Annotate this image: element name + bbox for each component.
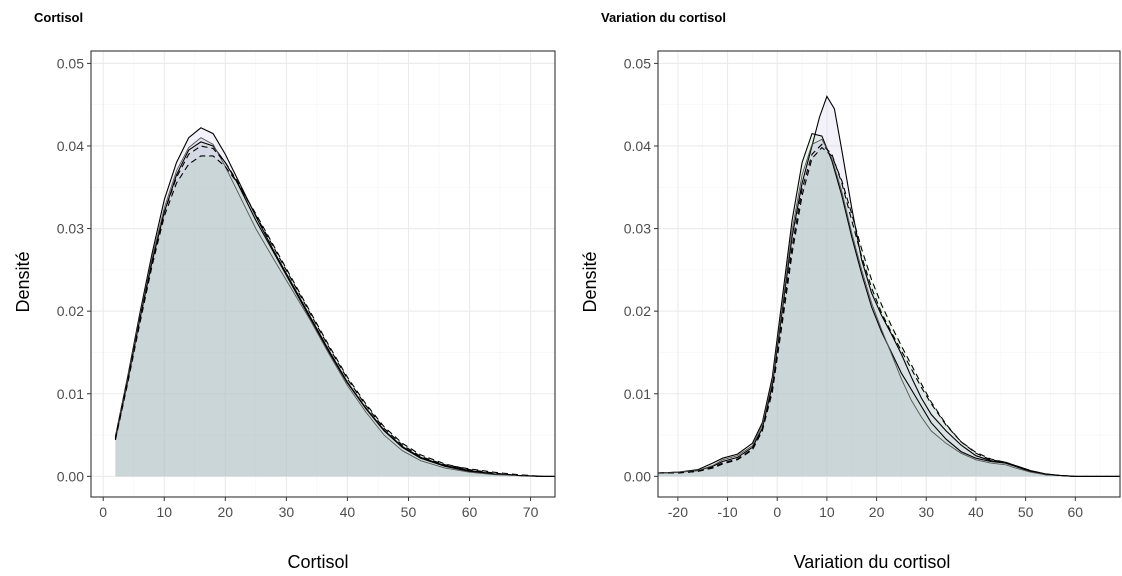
grid <box>658 51 1120 497</box>
x-tick-label: 40 <box>340 504 356 520</box>
y-tick-label: 0.00 <box>57 468 84 484</box>
x-tick-label: 70 <box>523 504 539 520</box>
x-tick-label: 0 <box>773 504 781 520</box>
density-area-0 <box>115 141 555 477</box>
x-tick-label: 30 <box>279 504 295 520</box>
density-line-4 <box>114 145 555 477</box>
x-tick-label: 60 <box>462 504 478 520</box>
density-area-4 <box>115 146 555 477</box>
x-axis-label: Variation du cortisol <box>794 552 951 572</box>
density-area-3 <box>115 155 555 477</box>
y-tick-label: 0.00 <box>624 468 651 484</box>
y-tick-label: 0.02 <box>624 303 651 319</box>
x-tick-label: -20 <box>668 504 688 520</box>
density-fills <box>115 127 555 477</box>
density-layer <box>114 127 555 477</box>
density-line-2 <box>658 138 1120 477</box>
y-tick-label: 0.03 <box>624 221 651 237</box>
y-axis-label: Densité <box>580 251 600 312</box>
y-tick-label: 0.05 <box>57 55 84 71</box>
y-tick-label: 0.01 <box>57 386 84 402</box>
x-tick-label: 20 <box>218 504 234 520</box>
y-tick-label: 0.03 <box>57 221 84 237</box>
chart-title: Cortisol <box>34 10 83 25</box>
x-axis-label: Cortisol <box>287 552 348 572</box>
x-tick-label: 40 <box>968 504 984 520</box>
y-tick-label: 0.02 <box>57 303 84 319</box>
x-tick-label: -10 <box>717 504 737 520</box>
density-line-3 <box>114 155 555 477</box>
x-tick-label: 60 <box>1068 504 1084 520</box>
x-tick-label: 50 <box>401 504 417 520</box>
density-line-2 <box>114 137 555 477</box>
density-lines <box>114 127 555 477</box>
density-area-2 <box>115 137 555 477</box>
density-area-2 <box>658 139 1120 477</box>
density-line-1 <box>658 95 1120 477</box>
density-layer <box>658 95 1120 477</box>
y-tick-label: 0.05 <box>624 55 651 71</box>
y-tick-label: 0.04 <box>624 138 651 154</box>
grid <box>91 51 555 497</box>
density-area-0 <box>658 133 1120 477</box>
y-tick-label: 0.01 <box>624 386 651 402</box>
y-axis-label: Densité <box>13 251 33 312</box>
x-tick-label: 0 <box>99 504 107 520</box>
x-tick-label: 10 <box>819 504 835 520</box>
panel-variation-cortisol: Variation du cortisol -20 -10 0 10 20 30 40 50 6… <box>580 10 1121 572</box>
x-tick-label: 30 <box>918 504 934 520</box>
axes: -20 -10 0 10 20 30 40 50 60 0.00 0.01 0.02 0.03 0.04 0… <box>624 55 1084 520</box>
density-line-1 <box>114 127 555 477</box>
x-tick-label: 50 <box>1018 504 1034 520</box>
chart-title: Variation du cortisol <box>601 10 726 25</box>
density-area-4 <box>658 144 1120 477</box>
density-line-3 <box>658 146 1120 477</box>
panel-cortisol: Cortisol 0 10 20 30 40 50 60 70 0.00 0.01 0.02 0.03… <box>13 10 556 572</box>
x-tick-label: 20 <box>869 504 885 520</box>
y-tick-label: 0.04 <box>57 138 84 154</box>
density-lines <box>658 95 1120 477</box>
density-area-1 <box>115 127 555 477</box>
density-area-3 <box>658 147 1120 477</box>
panel-border <box>90 50 556 498</box>
x-tick-label: 10 <box>156 504 172 520</box>
axes: 0 10 20 30 40 50 60 70 0.00 0.01 0.02 0.03 0.04 0.05 <box>57 55 539 520</box>
panel-border <box>657 50 1121 498</box>
